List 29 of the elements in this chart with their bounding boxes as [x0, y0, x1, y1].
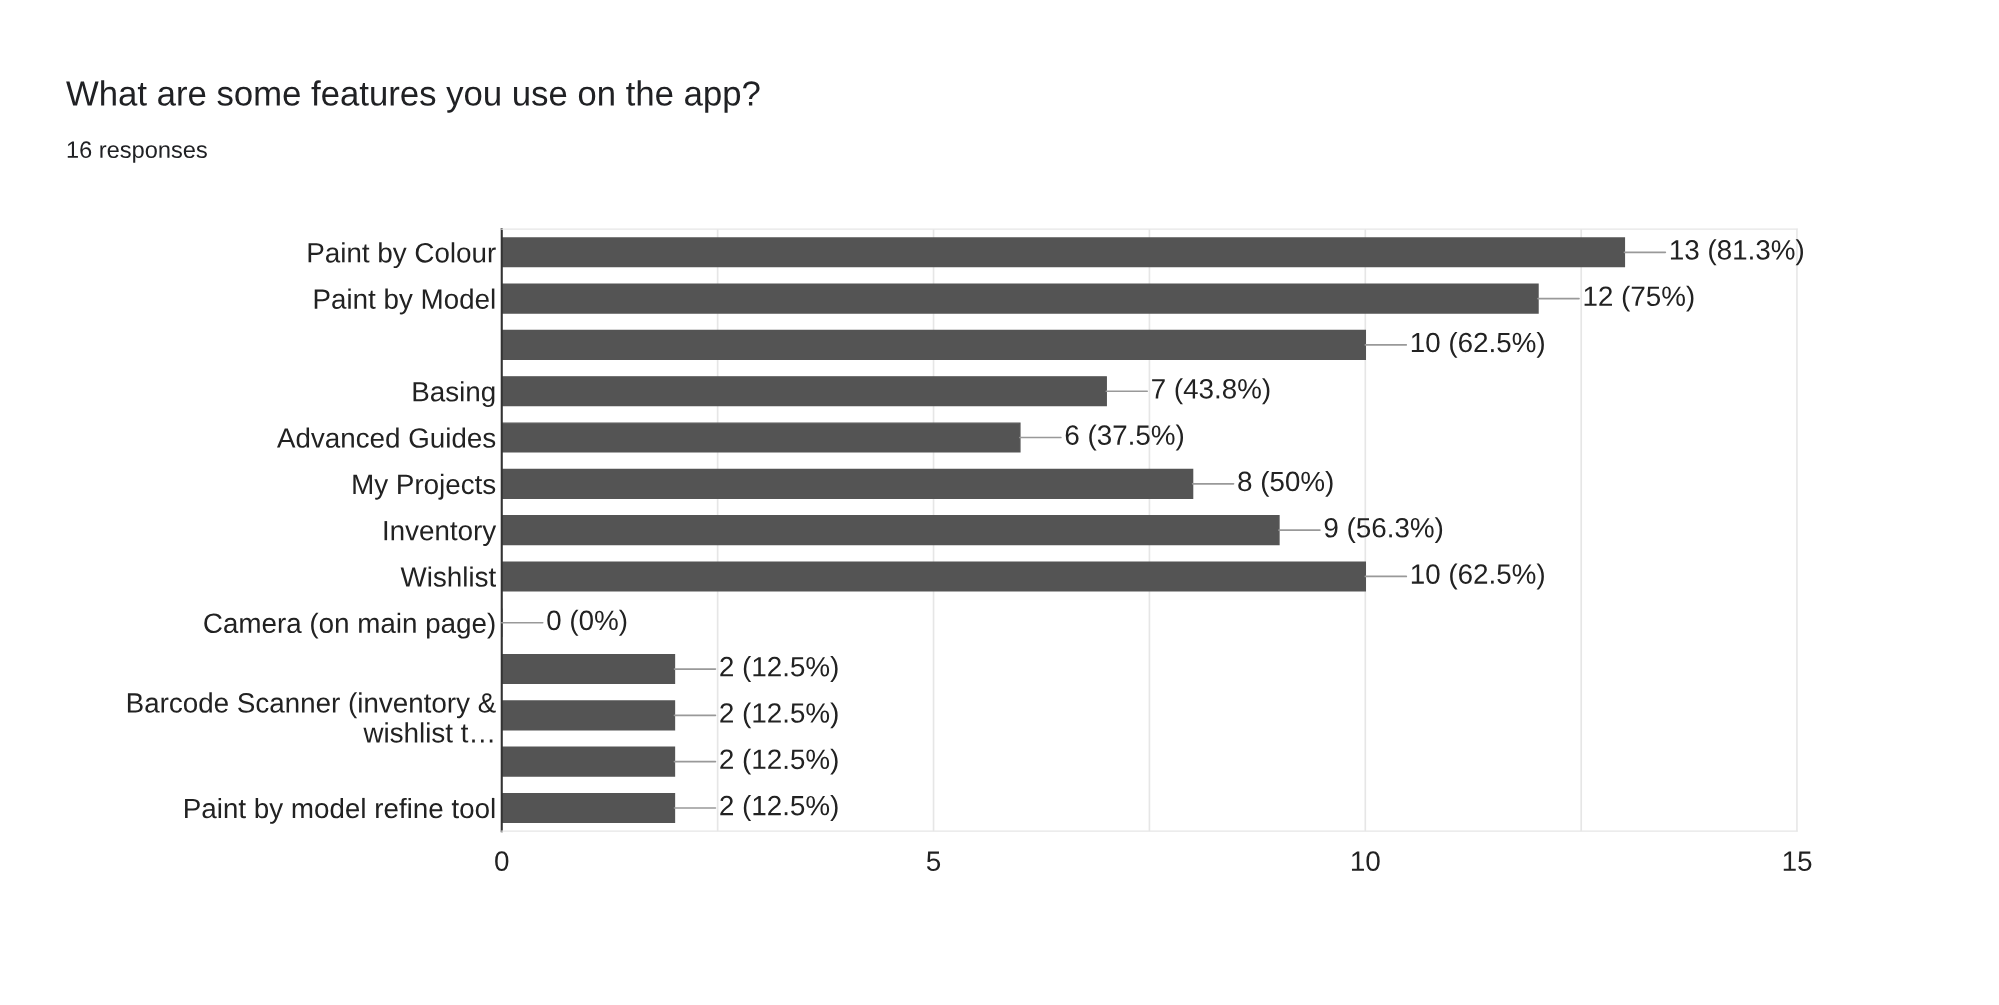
y-tick-label: Advanced Guides [276, 427, 496, 448]
y-tick-label: Barcode Scanner (inventory & wishlist t… [127, 692, 496, 743]
chart-title: What are some features you use on the app? [66, 80, 760, 113]
data-label: 2 (12.5%) [720, 702, 838, 729]
y-tick-label: Camera (on main page) [204, 612, 495, 639]
data-label: 8 (50%) [1238, 470, 1333, 497]
data-label: 10 (62.5%) [1411, 331, 1544, 358]
y-tick-label: Basing [413, 381, 495, 408]
x-tick-label: 0 [495, 851, 509, 871]
x-tick-label: 15 [1783, 851, 1812, 871]
data-label: 9 (56.3%) [1324, 517, 1443, 544]
y-tick-label: Paint by Model [314, 288, 495, 315]
y-tick-label: Inventory [384, 521, 497, 546]
data-label: 2 (12.5%) [720, 748, 838, 775]
data-label: 2 (12.5%) [720, 656, 838, 682]
data-label: 12 (75%) [1584, 285, 1694, 312]
y-tick-label: Paint by model refine tool [185, 797, 495, 824]
data-label: 7 (43.8%) [1152, 378, 1270, 405]
x-tick-label: 5 [926, 851, 941, 871]
data-label: 10 (62.5%) [1411, 563, 1544, 590]
data-label: 2 (12.5%) [720, 795, 838, 821]
data-label: 13 (81.3%) [1670, 239, 1803, 266]
y-tick-label: Paint by Colour [308, 242, 496, 269]
y-tick-label: Wishlist [400, 566, 496, 587]
data-label: 0 (0%) [547, 609, 627, 636]
text: 16 responses [67, 141, 207, 163]
x-tick-label: 10 [1351, 851, 1380, 871]
y-tick-label: My Projects [353, 473, 496, 500]
data-label: 6 (37.5%) [1065, 424, 1184, 451]
